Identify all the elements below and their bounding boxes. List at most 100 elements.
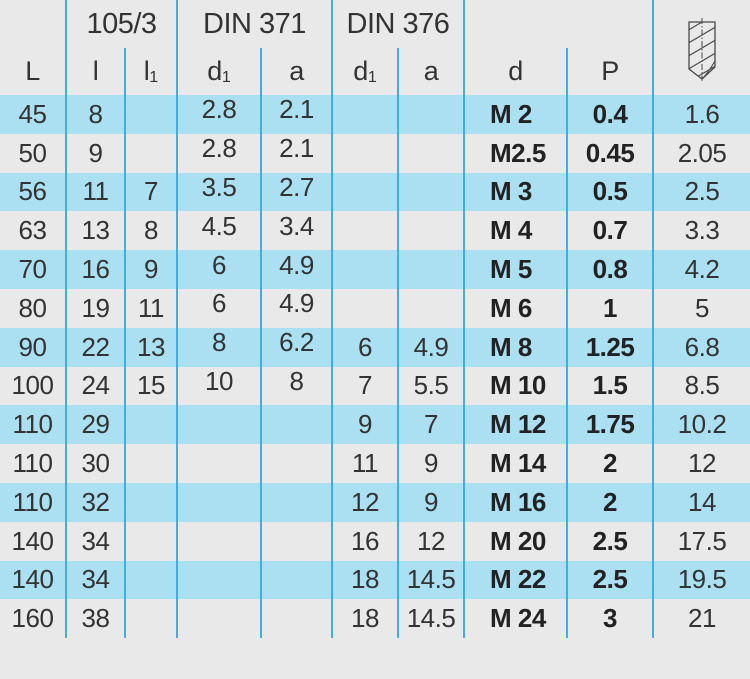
cell-a-din376 (397, 211, 463, 251)
column-header-d: d (463, 48, 566, 95)
cell-d1-din371: 4.5 (176, 211, 260, 251)
cell-d1-din376: 9 (331, 405, 397, 445)
cell-a-din376 (397, 288, 463, 328)
cell-core-hole-diameter: 2.05 (652, 133, 750, 173)
cell-l1: 13 (124, 327, 176, 367)
table-body: 45 8 2.8 2.1 M 2 0.4 1.6 50 9 2.8 2.1 M2.5 0.45 2.05 5… (0, 94, 750, 639)
cell-a-din376 (397, 95, 463, 134)
cell-l1 (124, 560, 176, 600)
cell-d: M 24 (463, 599, 566, 639)
cell-P: 1.75 (566, 405, 652, 445)
cell-P: 3 (566, 599, 652, 639)
cell-d1-din376 (331, 250, 397, 289)
cell-L: 90 (0, 327, 65, 367)
cell-d1-din371 (176, 444, 260, 483)
header-group-din-376: DIN 376 (331, 0, 463, 48)
cell-a-din371: 3.4 (260, 211, 331, 251)
cell-d1-din371: 6 (176, 250, 260, 289)
cell-d1-din376 (331, 288, 397, 328)
cell-d1-din376: 16 (331, 521, 397, 561)
cell-d1-din376: 11 (331, 444, 397, 483)
cell-l1: 11 (124, 288, 176, 328)
cell-a-din371 (260, 560, 331, 600)
cell-l1 (124, 405, 176, 445)
header-group-thread-pitch (463, 0, 652, 48)
cell-L: 80 (0, 288, 65, 328)
column-header-L: L (25, 56, 40, 86)
cell-L: 140 (0, 521, 65, 561)
cell-a-din376: 5.5 (397, 366, 463, 406)
cell-d1-din376: 7 (331, 366, 397, 406)
cell-d1-din371 (176, 560, 260, 600)
cell-core-hole-diameter: 8.5 (652, 366, 750, 406)
cell-L: 100 (0, 366, 65, 406)
cell-l: 34 (65, 521, 124, 561)
cell-d1-din371 (176, 521, 260, 561)
cell-core-hole-diameter: 3.3 (652, 211, 750, 251)
cell-l1 (124, 95, 176, 134)
cell-P: 1.25 (566, 327, 652, 367)
cell-core-hole-diameter: 5 (652, 288, 750, 328)
cell-a-din371 (260, 599, 331, 639)
cell-l1: 8 (124, 211, 176, 251)
cell-l1 (124, 133, 176, 173)
cell-l: 29 (65, 405, 124, 445)
cell-L: 70 (0, 250, 65, 289)
cell-a-din371: 2.1 (260, 133, 331, 173)
cell-d: M 8 (463, 327, 566, 367)
cell-d: M2.5 (463, 133, 566, 173)
cell-d1-din376 (331, 95, 397, 134)
cell-L: 45 (0, 95, 65, 134)
cell-a-din376 (397, 250, 463, 289)
cell-a-din371 (260, 521, 331, 561)
cell-L: 160 (0, 599, 65, 639)
cell-d1-din371: 8 (176, 327, 260, 367)
cell-P: 2 (566, 444, 652, 483)
cell-core-hole-diameter: 1.6 (652, 95, 750, 134)
table-header: 105/3 DIN 371 DIN 376 L l (0, 0, 750, 95)
cell-d: M 3 (463, 172, 566, 212)
cell-P: 0.5 (566, 172, 652, 212)
cell-P: 2 (566, 482, 652, 522)
cell-d1-din371: 10 (176, 366, 260, 406)
column-header-a-din376: a (397, 48, 463, 95)
cell-P: 0.4 (566, 95, 652, 134)
cell-P: 0.8 (566, 250, 652, 289)
cell-d: M 22 (463, 560, 566, 600)
cell-l: 19 (65, 288, 124, 328)
cell-a-din371: 4.9 (260, 250, 331, 289)
header-corner-cell (0, 0, 65, 48)
cell-a-din376: 4.9 (397, 327, 463, 367)
cell-d: M 20 (463, 521, 566, 561)
cell-l1 (124, 521, 176, 561)
cell-l1 (124, 482, 176, 522)
cell-core-hole-diameter: 6.8 (652, 327, 750, 367)
cell-L: 63 (0, 211, 65, 251)
cell-d: M 5 (463, 250, 566, 289)
cell-l1 (124, 599, 176, 639)
cell-a-din376 (397, 172, 463, 212)
cell-L: 110 (0, 405, 65, 445)
cell-l: 34 (65, 560, 124, 600)
cell-core-hole-diameter: 14 (652, 482, 750, 522)
column-header-l: l (65, 48, 124, 95)
cell-d1-din376 (331, 211, 397, 251)
cell-d: M 14 (463, 444, 566, 483)
cell-a-din376 (397, 133, 463, 173)
cell-l: 16 (65, 250, 124, 289)
cell-l1: 15 (124, 366, 176, 406)
cell-a-din371: 4.9 (260, 288, 331, 328)
cell-a-din371 (260, 405, 331, 445)
column-header-a-din371: a (260, 48, 331, 95)
cell-d1-din376: 12 (331, 482, 397, 522)
cell-P: 2.5 (566, 560, 652, 600)
cell-P: 2.5 (566, 521, 652, 561)
header-core-drill-cell (652, 0, 750, 95)
cell-d1-din376 (331, 133, 397, 173)
cell-l1: 7 (124, 172, 176, 212)
cell-d1-din371: 2.8 (176, 94, 260, 134)
cell-a-din376: 12 (397, 521, 463, 561)
